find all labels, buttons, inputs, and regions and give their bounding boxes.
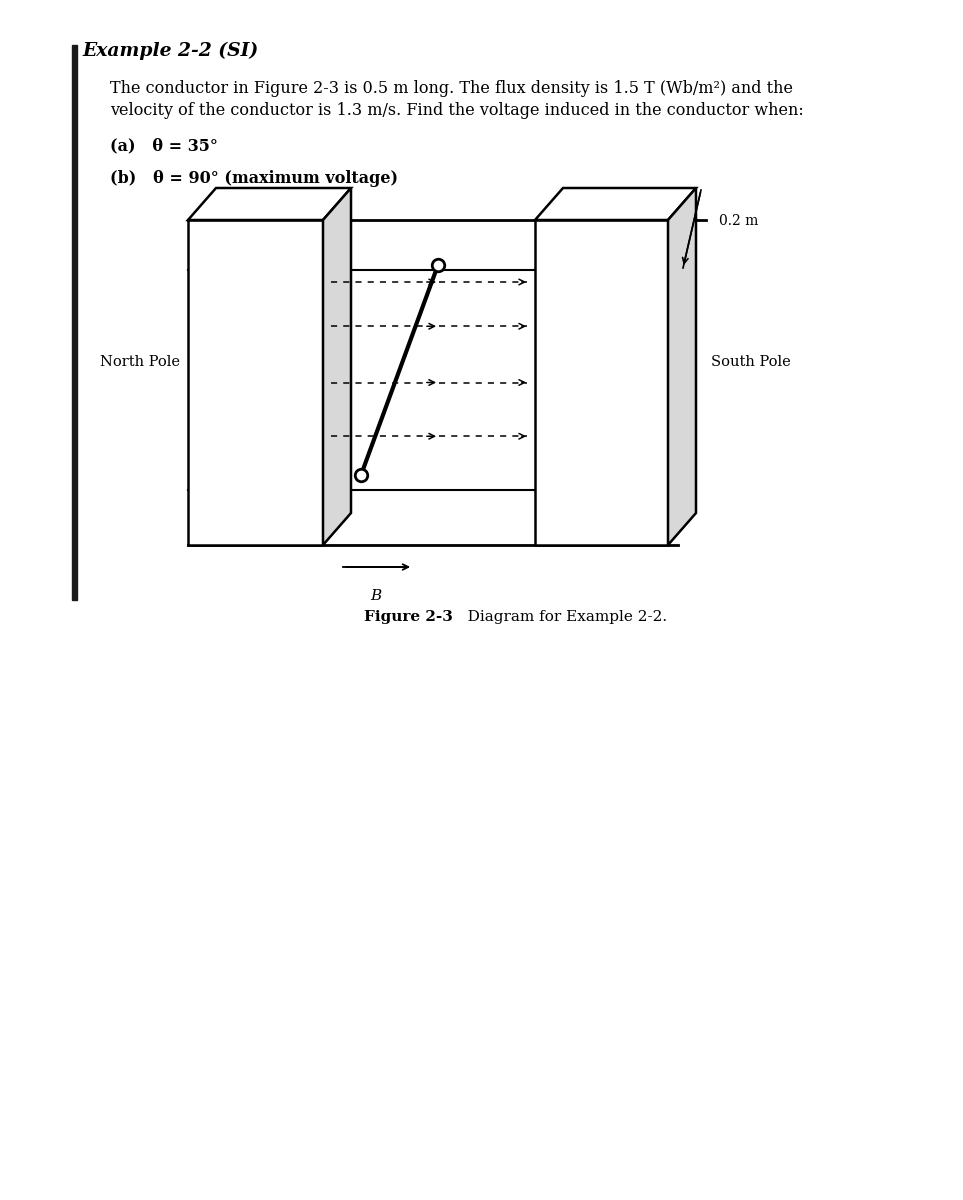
Bar bbox=[72, 44, 77, 600]
Text: 0.2 m: 0.2 m bbox=[719, 214, 759, 228]
Text: South Pole: South Pole bbox=[711, 355, 791, 370]
Text: velocity of the conductor is 1.3 m/s. Find the voltage induced in the conductor : velocity of the conductor is 1.3 m/s. Fi… bbox=[110, 102, 804, 119]
Bar bbox=[188, 220, 323, 545]
Text: Figure 2-3: Figure 2-3 bbox=[364, 610, 453, 624]
Text: Diagram for Example 2-2.: Diagram for Example 2-2. bbox=[453, 610, 667, 624]
Text: The conductor in Figure 2-3 is 0.5 m long. The flux density is 1.5 T (Wb/m²) and: The conductor in Figure 2-3 is 0.5 m lon… bbox=[110, 80, 793, 97]
Text: B: B bbox=[371, 589, 381, 602]
Polygon shape bbox=[323, 188, 351, 545]
Text: North Pole: North Pole bbox=[100, 355, 180, 370]
Text: (b)   θ = 90° (maximum voltage): (b) θ = 90° (maximum voltage) bbox=[110, 170, 398, 187]
Text: Example 2-2 (SI): Example 2-2 (SI) bbox=[82, 42, 258, 60]
Polygon shape bbox=[188, 188, 351, 220]
Polygon shape bbox=[535, 188, 696, 220]
Text: (a)   θ = 35°: (a) θ = 35° bbox=[110, 137, 218, 154]
Bar bbox=[535, 220, 668, 545]
Polygon shape bbox=[668, 188, 696, 545]
